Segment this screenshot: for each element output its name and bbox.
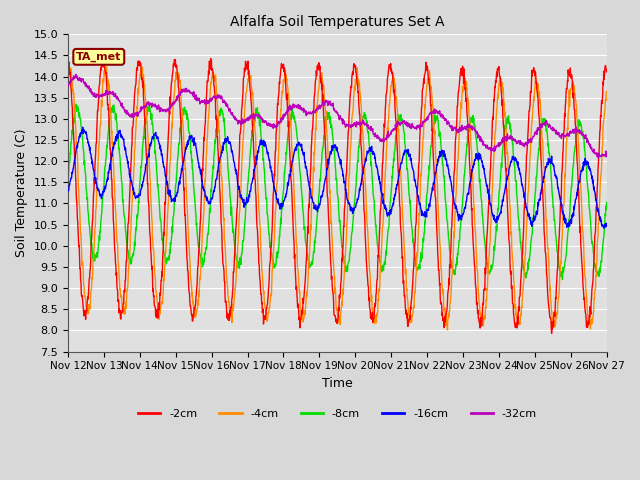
X-axis label: Time: Time [322,377,353,390]
Text: TA_met: TA_met [76,52,122,62]
Y-axis label: Soil Temperature (C): Soil Temperature (C) [15,129,28,257]
Title: Alfalfa Soil Temperatures Set A: Alfalfa Soil Temperatures Set A [230,15,445,29]
Legend: -2cm, -4cm, -8cm, -16cm, -32cm: -2cm, -4cm, -8cm, -16cm, -32cm [133,405,541,423]
